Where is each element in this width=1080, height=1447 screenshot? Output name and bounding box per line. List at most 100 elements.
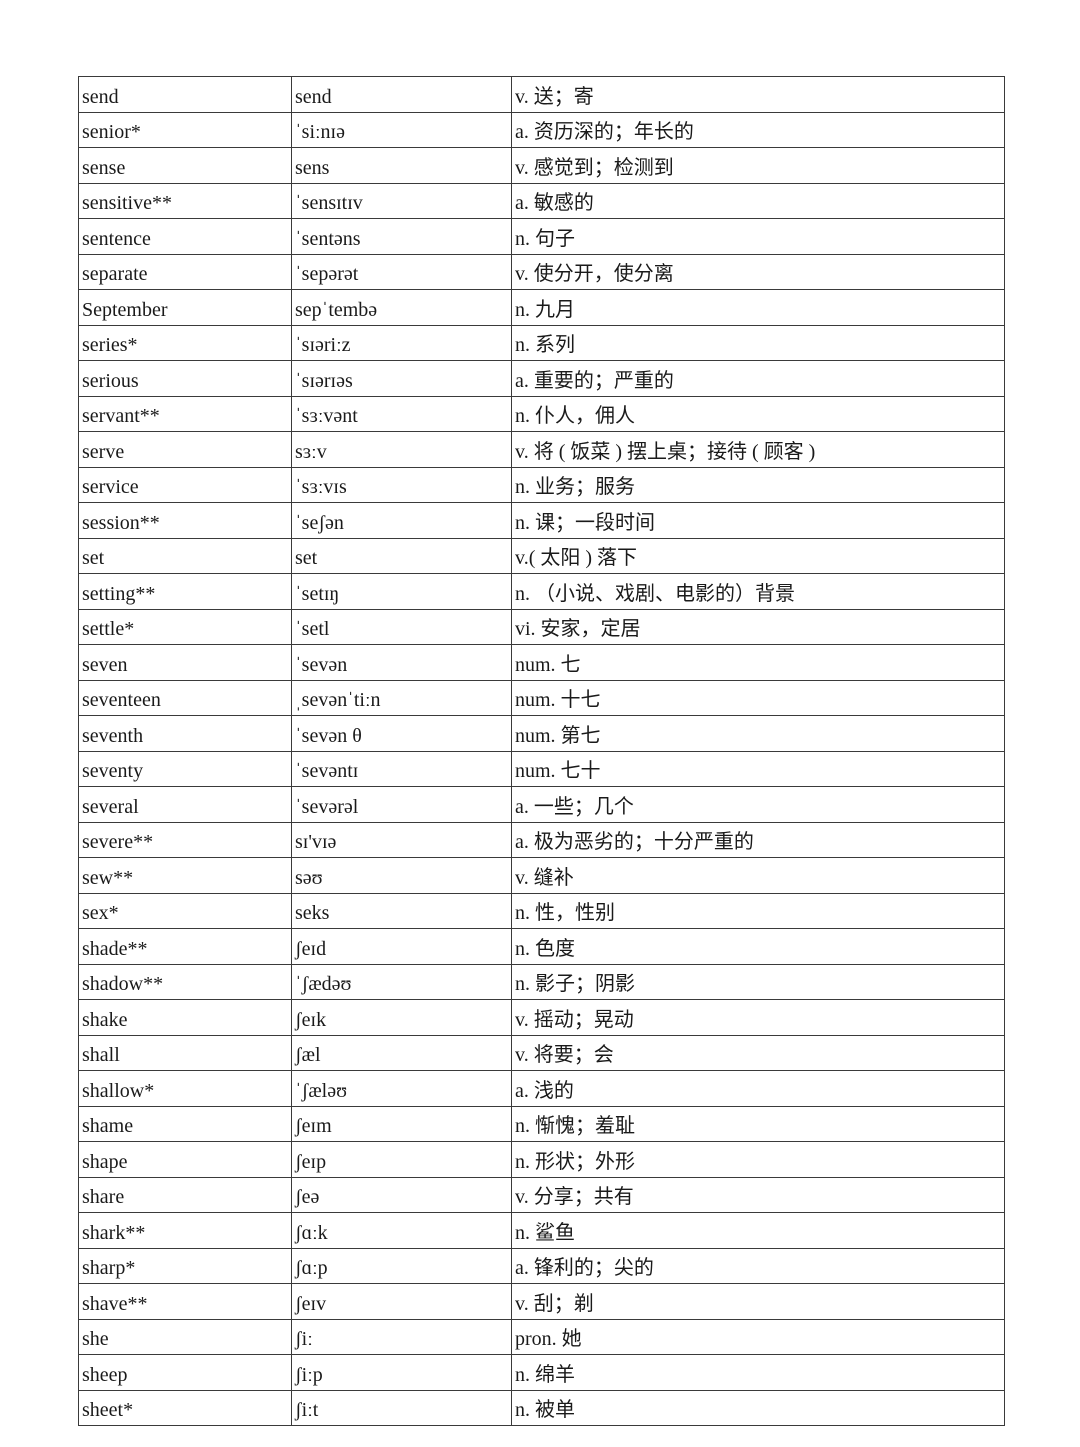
meaning-cell: n. 绵羊 <box>511 1354 1005 1391</box>
table-row: shame ʃeɪm n. 惭愧；羞耻 <box>78 1105 1005 1142</box>
meaning-cell: n. 影子；阴影 <box>511 963 1005 1000</box>
word-cell: send <box>78 76 292 113</box>
meaning-cell: n. 惭愧；羞耻 <box>511 1105 1005 1142</box>
table-row: sheep ʃiːp n. 绵羊 <box>78 1354 1005 1391</box>
meaning-cell: n. 九月 <box>511 289 1005 326</box>
meaning-cell: n. 性，性别 <box>511 892 1005 929</box>
word-cell: September <box>78 289 292 326</box>
word-cell: serve <box>78 431 292 468</box>
phonetic-cell: sens <box>291 147 512 184</box>
phonetic-cell: ˈʃædəʊ <box>291 963 512 1000</box>
table-row: senior* ˈsiːnɪə a. 资历深的；年长的 <box>78 111 1005 148</box>
phonetic-cell: ʃeɪd <box>291 928 512 965</box>
phonetic-cell: ˈsevən <box>291 644 512 681</box>
phonetic-cell: ˈsevəntɪ <box>291 750 512 787</box>
table-row: serve sɜːv v. 将 ( 饭菜 ) 摆上桌；接待 ( 顾客 ) <box>78 431 1005 468</box>
phonetic-cell: set <box>291 537 512 574</box>
meaning-cell: v. 分享；共有 <box>511 1176 1005 1213</box>
word-cell: separate <box>78 253 292 290</box>
table-row: several ˈsevərəl a. 一些；几个 <box>78 786 1005 823</box>
meaning-cell: n. 课；一段时间 <box>511 502 1005 539</box>
table-row: seventy ˈsevəntɪ num. 七十 <box>78 750 1005 787</box>
word-cell: set <box>78 537 292 574</box>
phonetic-cell: sɪ'vɪə <box>291 821 512 858</box>
word-cell: setting** <box>78 573 292 610</box>
word-cell: shape <box>78 1141 292 1178</box>
table-row: she ʃiː pron. 她 <box>78 1318 1005 1355</box>
meaning-cell: n. 色度 <box>511 928 1005 965</box>
table-row: setting** ˈsetɪŋ n. （小说、戏剧、电影的）背景 <box>78 573 1005 610</box>
phonetic-cell: ˈsentəns <box>291 218 512 255</box>
phonetic-cell: ˈsensɪtɪv <box>291 182 512 219</box>
vocabulary-table: send send v. 送；寄 senior* ˈsiːnɪə a. 资历深的；年长的 s… <box>78 76 1005 1426</box>
meaning-cell: n. 鲨鱼 <box>511 1212 1005 1249</box>
table-row: sew** səʊ v. 缝补 <box>78 857 1005 894</box>
meaning-cell: a. 一些；几个 <box>511 786 1005 823</box>
meaning-cell: n. 业务；服务 <box>511 466 1005 503</box>
table-row: send send v. 送；寄 <box>78 76 1005 113</box>
phonetic-cell: ʃeɪp <box>291 1141 512 1178</box>
table-row: shallow* ˈʃæləʊ a. 浅的 <box>78 1070 1005 1107</box>
phonetic-cell: ˈsetl <box>291 608 512 645</box>
table-row: shall ʃæl v. 将要；会 <box>78 1034 1005 1071</box>
meaning-cell: v. 摇动；晃动 <box>511 999 1005 1036</box>
word-cell: shade** <box>78 928 292 965</box>
phonetic-cell: ʃiː <box>291 1318 512 1355</box>
word-cell: shallow* <box>78 1070 292 1107</box>
word-cell: senior* <box>78 111 292 148</box>
phonetic-cell: ʃeə <box>291 1176 512 1213</box>
meaning-cell: v. 将要；会 <box>511 1034 1005 1071</box>
phonetic-cell: ˈsiːnɪə <box>291 111 512 148</box>
phonetic-cell: ˈsɪəriːz <box>291 324 512 361</box>
table-row: separate ˈsepərət v. 使分开，使分离 <box>78 253 1005 290</box>
meaning-cell: a. 资历深的；年长的 <box>511 111 1005 148</box>
table-row: sentence ˈsentəns n. 句子 <box>78 218 1005 255</box>
meaning-cell: n. （小说、戏剧、电影的）背景 <box>511 573 1005 610</box>
phonetic-cell: ˈseʃən <box>291 502 512 539</box>
word-cell: sense <box>78 147 292 184</box>
word-cell: servant** <box>78 395 292 432</box>
meaning-cell: n. 系列 <box>511 324 1005 361</box>
meaning-cell: a. 浅的 <box>511 1070 1005 1107</box>
phonetic-cell: ʃeɪv <box>291 1283 512 1320</box>
word-cell: shark** <box>78 1212 292 1249</box>
word-cell: sew** <box>78 857 292 894</box>
phonetic-cell: sepˈtembə <box>291 289 512 326</box>
word-cell: seven <box>78 644 292 681</box>
word-cell: shame <box>78 1105 292 1142</box>
table-row: set set v.( 太阳 ) 落下 <box>78 537 1005 574</box>
table-row: seventh ˈsevən θ num. 第七 <box>78 715 1005 752</box>
meaning-cell: n. 被单 <box>511 1389 1005 1426</box>
table-row: seventeen ˌsevənˈtiːn num. 十七 <box>78 679 1005 716</box>
phonetic-cell: ʃiːt <box>291 1389 512 1426</box>
meaning-cell: n. 句子 <box>511 218 1005 255</box>
word-cell: seventy <box>78 750 292 787</box>
table-row: share ʃeə v. 分享；共有 <box>78 1176 1005 1213</box>
meaning-cell: vi. 安家，定居 <box>511 608 1005 645</box>
meaning-cell: v. 缝补 <box>511 857 1005 894</box>
word-cell: sharp* <box>78 1247 292 1284</box>
phonetic-cell: ˈsevərəl <box>291 786 512 823</box>
table-row: settle* ˈsetl vi. 安家，定居 <box>78 608 1005 645</box>
meaning-cell: num. 第七 <box>511 715 1005 752</box>
table-row: sex* seks n. 性，性别 <box>78 892 1005 929</box>
word-cell: settle* <box>78 608 292 645</box>
phonetic-cell: ʃeɪk <box>291 999 512 1036</box>
phonetic-cell: ˈsevən θ <box>291 715 512 752</box>
table-row: shadow** ˈʃædəʊ n. 影子；阴影 <box>78 963 1005 1000</box>
table-row: shade** ʃeɪd n. 色度 <box>78 928 1005 965</box>
table-row: servant** ˈsɜːvənt n. 仆人，佣人 <box>78 395 1005 432</box>
phonetic-cell: ʃiːp <box>291 1354 512 1391</box>
meaning-cell: a. 极为恶劣的；十分严重的 <box>511 821 1005 858</box>
table-row: shape ʃeɪp n. 形状；外形 <box>78 1141 1005 1178</box>
phonetic-cell: seks <box>291 892 512 929</box>
word-cell: seventh <box>78 715 292 752</box>
phonetic-cell: səʊ <box>291 857 512 894</box>
phonetic-cell: ˈsɪərɪəs <box>291 360 512 397</box>
table-row: sense sens v. 感觉到；检测到 <box>78 147 1005 184</box>
table-row: seven ˈsevən num. 七 <box>78 644 1005 681</box>
table-row: serious ˈsɪərɪəs a. 重要的；严重的 <box>78 360 1005 397</box>
phonetic-cell: ʃɑːk <box>291 1212 512 1249</box>
meaning-cell: n. 仆人，佣人 <box>511 395 1005 432</box>
word-cell: sensitive** <box>78 182 292 219</box>
